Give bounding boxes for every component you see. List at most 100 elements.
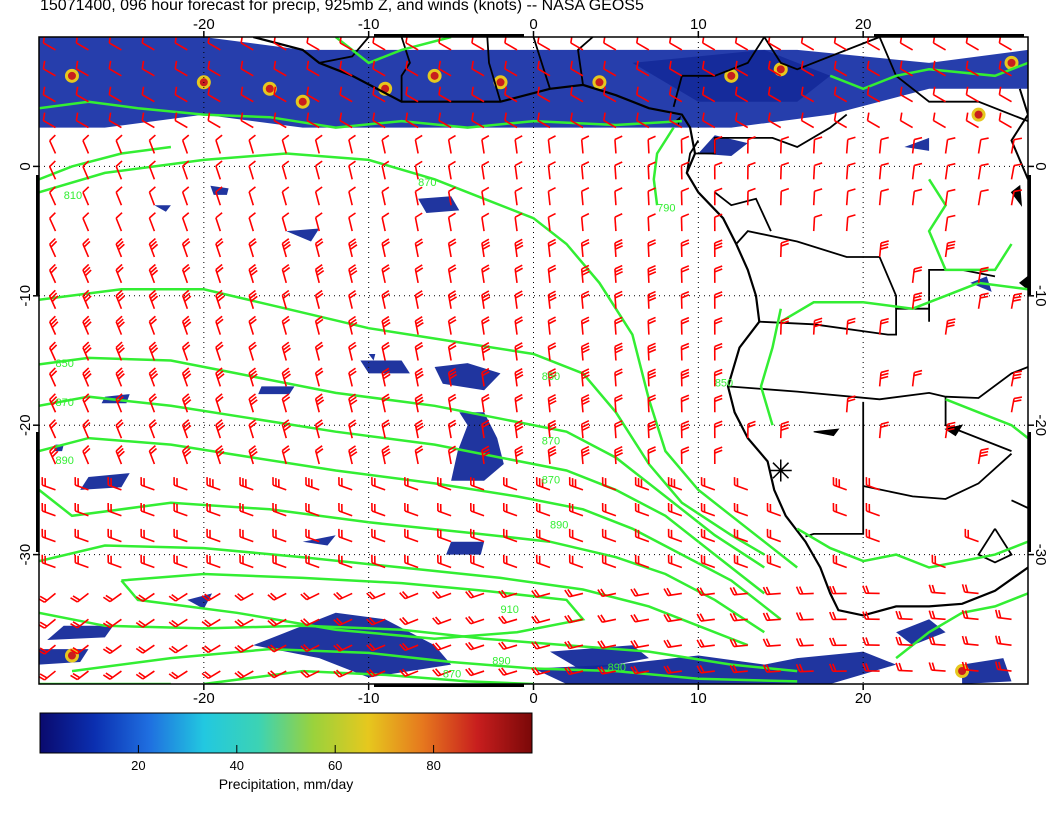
wind-barb — [514, 342, 523, 361]
wind-barb — [733, 554, 749, 569]
wind-barb — [961, 661, 979, 672]
wind-barb — [570, 60, 584, 77]
wind-barb — [348, 186, 356, 206]
wind-barb — [580, 419, 590, 439]
wind-barb — [862, 663, 880, 672]
wind-barb — [234, 670, 254, 679]
wind-barb — [333, 643, 353, 652]
wind-barb — [306, 60, 320, 77]
wind-barb — [239, 528, 254, 543]
wind-barb — [348, 367, 357, 387]
wind-barb — [944, 421, 956, 439]
wind-barb — [812, 317, 823, 335]
wind-barb — [502, 554, 518, 569]
wind-barb — [597, 666, 617, 675]
wind-barb — [465, 641, 485, 651]
wind-barb — [994, 661, 1012, 672]
wind-barb — [663, 639, 682, 649]
wind-barb — [614, 238, 623, 258]
wind-barb — [667, 502, 683, 517]
wind-barb — [481, 445, 491, 465]
wind-barb — [828, 663, 847, 673]
wind-barb — [174, 86, 188, 103]
wind-barb — [306, 112, 320, 129]
wind-barb — [1010, 396, 1023, 413]
wind-barb — [635, 60, 650, 77]
wind-barb — [239, 477, 254, 491]
wind-barb — [862, 611, 880, 621]
wind-barb — [201, 618, 221, 628]
wind-barb — [381, 445, 391, 465]
wind-barb — [961, 610, 979, 621]
wind-barb — [438, 112, 452, 129]
wind-barb — [248, 315, 257, 335]
x-tick-label-top: -20 — [193, 16, 215, 33]
contour-label: 870 — [542, 474, 560, 486]
precip-area — [360, 360, 410, 374]
wind-barb — [928, 662, 946, 672]
wind-barb — [635, 112, 650, 129]
wind-barb — [469, 554, 485, 569]
wind-barb — [381, 212, 390, 232]
wind-barb — [729, 612, 748, 622]
wind-barb — [713, 316, 723, 335]
wind-barb — [305, 554, 320, 569]
wind-barb — [248, 263, 258, 284]
wind-barb — [281, 212, 290, 232]
wind-barb — [570, 86, 584, 103]
wind-barb — [281, 341, 291, 361]
axis-bar — [374, 34, 524, 37]
wind-barb — [372, 112, 386, 129]
wind-barb — [614, 213, 623, 232]
wind-barb — [82, 186, 90, 206]
wind-barb — [181, 160, 190, 180]
wind-barb — [39, 644, 56, 655]
precip-core — [67, 651, 76, 660]
wind-barb — [75, 60, 89, 77]
wind-barb — [234, 644, 254, 653]
wind-barb — [437, 502, 452, 517]
wind-barb — [614, 342, 623, 361]
wind-barb — [42, 86, 56, 103]
wind-barb — [48, 186, 57, 206]
wind-barb — [447, 264, 457, 283]
wind-barb — [977, 163, 989, 180]
wind-barb — [305, 528, 320, 543]
wind-barb — [248, 186, 256, 206]
wind-barb — [267, 670, 287, 679]
wind-barb — [547, 186, 556, 206]
wind-barb — [248, 238, 257, 258]
wind-barb — [135, 670, 155, 680]
wind-barb — [630, 588, 650, 597]
wind-barb — [168, 670, 188, 680]
wind-barb — [647, 135, 656, 154]
wind-barb — [701, 60, 716, 77]
wind-barb — [115, 160, 123, 180]
precip-area — [451, 412, 504, 481]
colorbar-title: Precipitation, mm/day — [218, 776, 354, 792]
wind-barb — [115, 445, 125, 465]
wind-barb — [795, 612, 814, 621]
wind-barb — [215, 160, 223, 180]
wind-barb — [140, 502, 155, 517]
wind-barb — [514, 135, 523, 154]
wind-barb — [597, 614, 617, 623]
wind-barb — [932, 60, 946, 77]
wind-barb — [498, 589, 518, 599]
wind-barb — [181, 238, 191, 258]
wind-barb — [878, 136, 889, 154]
country-border — [944, 396, 1012, 452]
wind-barb — [207, 86, 221, 103]
wind-barb — [965, 37, 979, 51]
wind-barb — [833, 86, 848, 103]
wind-barb — [215, 134, 223, 154]
contour-label: 870 — [443, 669, 461, 681]
wind-barb — [481, 238, 491, 258]
wind-barb — [713, 291, 723, 309]
precip-area — [533, 651, 897, 684]
wind-barb — [568, 477, 584, 491]
wind-barb — [481, 342, 491, 361]
wind-barb — [281, 186, 290, 206]
wind-barb — [504, 86, 518, 103]
wind-barb — [845, 136, 856, 154]
